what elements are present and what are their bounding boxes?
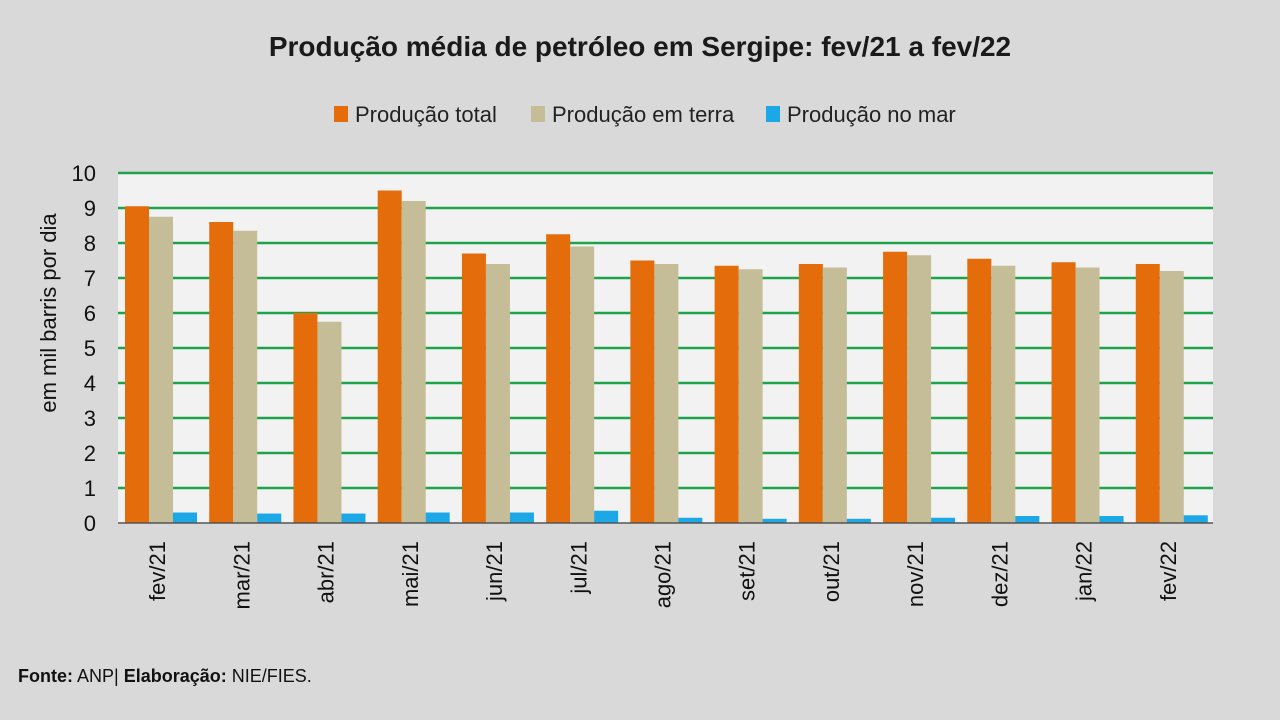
bar-produ-o-no-mar-jan-22: [1099, 516, 1124, 523]
x-tick-label: dez/21: [987, 541, 1012, 607]
bar-produ-o-total-abr-21: [293, 313, 318, 523]
bars: [125, 190, 1208, 523]
bar-produ-o-no-mar-set-21: [762, 518, 787, 523]
legend-label: Produção no mar: [787, 102, 956, 127]
x-tick-label: fev/22: [1156, 541, 1181, 601]
y-tick-label: 1: [84, 476, 96, 501]
x-tick-label: out/21: [819, 541, 844, 602]
x-tick-label: jul/21: [566, 541, 591, 595]
y-tick-label: 4: [84, 371, 96, 396]
legend: Produção total Produção em terra Produção …: [334, 102, 956, 127]
bar-produ-o-em-terra-mai-21: [401, 201, 426, 523]
elaboration-label: Elaboração:: [123, 666, 227, 686]
bar-produ-o-em-terra-dez-21: [991, 265, 1016, 523]
bar-produ-o-no-mar-mar-21: [257, 513, 282, 523]
legend-swatch: [766, 106, 780, 122]
y-tick-label: 2: [84, 441, 96, 466]
bar-produ-o-no-mar-fev-21: [173, 512, 197, 523]
legend-swatch: [531, 106, 545, 122]
y-tick-label: 6: [84, 301, 96, 326]
legend-swatch: [334, 106, 348, 122]
bar-produ-o-total-jun-21: [461, 253, 486, 523]
legend-label: Produção total: [355, 102, 497, 127]
bar-produ-o-total-out-21: [798, 264, 823, 523]
y-axis-label: em mil barris por dia: [36, 213, 61, 413]
bar-produ-o-em-terra-set-21: [738, 269, 763, 523]
y-axis-ticks: 0 1 2 3 4 5 6 7 8 9 10: [72, 161, 96, 536]
y-tick-label: 10: [72, 161, 96, 186]
bar-produ-o-em-terra-mar-21: [233, 230, 258, 523]
bar-produ-o-no-mar-mai-21: [425, 512, 450, 523]
chart-title: Produção média de petróleo em Sergipe: f…: [269, 31, 1011, 62]
y-tick-label: 5: [84, 336, 96, 361]
bar-produ-o-total-jan-22: [1051, 262, 1076, 523]
bar-produ-o-no-mar-abr-21: [341, 513, 366, 523]
bar-produ-o-em-terra-out-21: [822, 267, 847, 523]
x-tick-label: abr/21: [314, 541, 339, 603]
bar-produ-o-em-terra-jan-22: [1075, 267, 1100, 523]
bar-produ-o-no-mar-jul-21: [594, 510, 619, 523]
bar-produ-o-total-mai-21: [377, 190, 402, 523]
bar-produ-o-em-terra-ago-21: [654, 264, 679, 523]
bar-produ-o-total-mar-21: [209, 222, 234, 523]
bar-produ-o-em-terra-nov-21: [907, 255, 932, 523]
bar-produ-o-no-mar-out-21: [846, 518, 871, 523]
footer: Fonte: ANP| Elaboração: NIE/FIES.: [18, 666, 312, 687]
bar-produ-o-total-fev-22: [1135, 264, 1160, 523]
bar-produ-o-total-ago-21: [630, 260, 655, 523]
y-tick-label: 3: [84, 406, 96, 431]
bar-produ-o-em-terra-jul-21: [570, 246, 595, 523]
bar-produ-o-no-mar-ago-21: [678, 517, 703, 523]
x-tick-label: jun/21: [482, 541, 507, 602]
bar-produ-o-no-mar-fev-22: [1183, 515, 1208, 523]
bar-produ-o-em-terra-jun-21: [485, 264, 510, 523]
legend-label: Produção em terra: [552, 102, 735, 127]
x-tick-label: fev/21: [145, 541, 170, 601]
y-tick-label: 8: [84, 231, 96, 256]
bar-produ-o-em-terra-abr-21: [317, 321, 342, 523]
x-tick-label: ago/21: [651, 541, 676, 608]
source-value: ANP|: [77, 666, 119, 686]
bar-produ-o-em-terra-fev-22: [1159, 271, 1184, 523]
bar-produ-o-total-jul-21: [546, 234, 571, 523]
x-tick-label: set/21: [735, 541, 760, 601]
bar-produ-o-em-terra-fev-21: [149, 216, 173, 523]
bar-produ-o-no-mar-jun-21: [509, 512, 534, 523]
y-tick-label: 0: [84, 511, 96, 536]
elaboration-value: NIE/FIES.: [231, 666, 312, 686]
bar-produ-o-total-set-21: [714, 265, 739, 523]
bar-produ-o-no-mar-nov-21: [931, 517, 956, 523]
bar-produ-o-total-fev-21: [125, 206, 149, 523]
x-tick-label: mar/21: [229, 541, 254, 609]
bar-produ-o-total-nov-21: [883, 251, 908, 523]
bar-produ-o-no-mar-dez-21: [1015, 516, 1040, 523]
bar-produ-o-total-dez-21: [967, 258, 992, 523]
y-tick-label: 9: [84, 196, 96, 221]
x-tick-label: nov/21: [903, 541, 928, 607]
x-tick-label: jan/22: [1072, 541, 1097, 602]
x-tick-label: mai/21: [398, 541, 423, 607]
source-label: Fonte:: [18, 666, 73, 686]
y-tick-label: 7: [84, 266, 96, 291]
x-axis-ticks: fev/21 mar/21 abr/21 mai/21 jun/21 jul/21 ago/…: [145, 541, 1181, 609]
